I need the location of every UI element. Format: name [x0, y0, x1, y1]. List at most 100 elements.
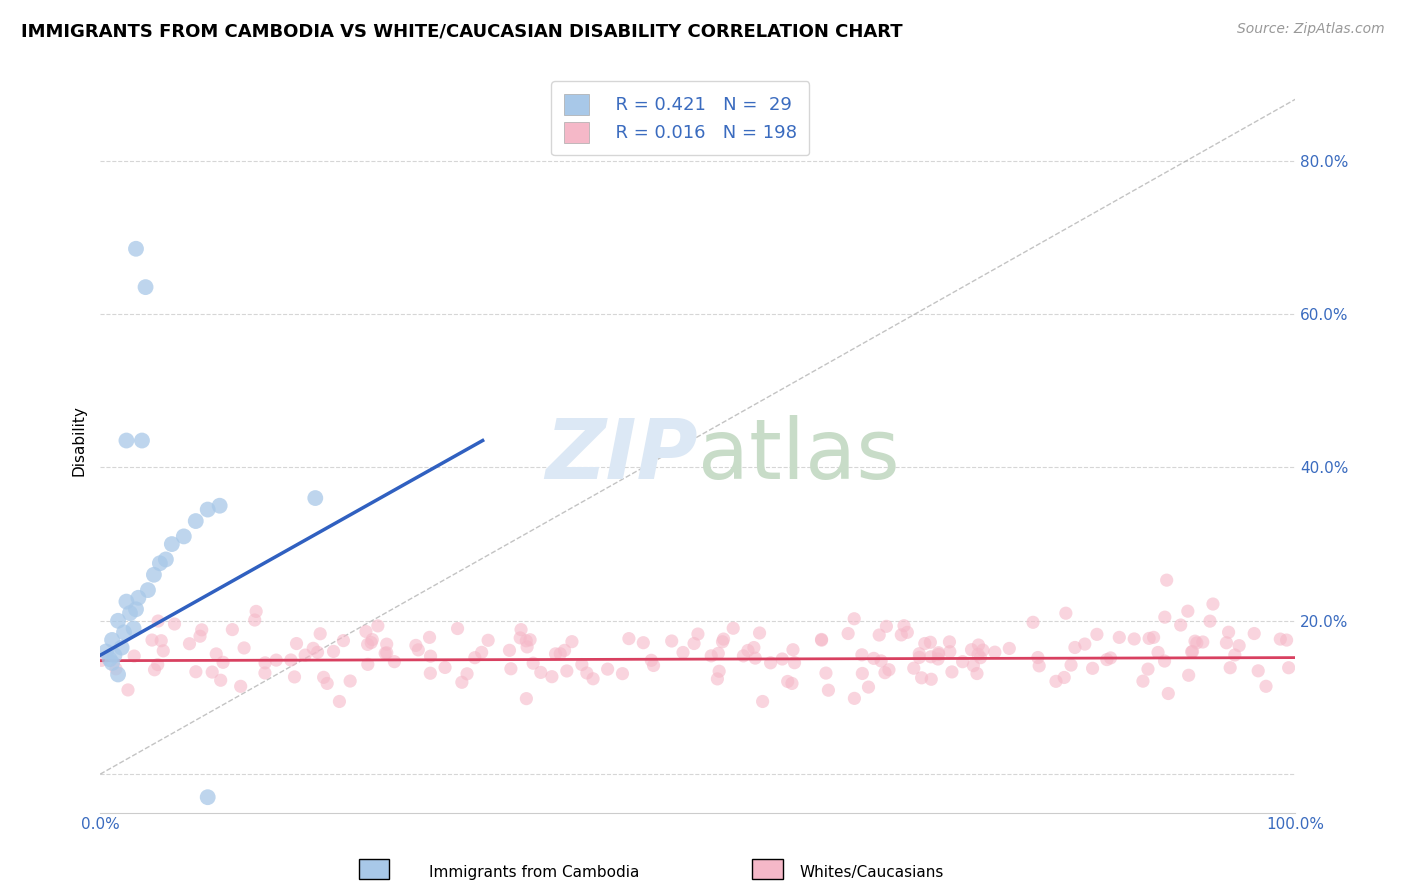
Point [316, 676, 339, 690]
Point [1054, 606, 1077, 620]
Point [510, 623, 533, 637]
Point [1026, 650, 1049, 665]
Point [844, 612, 866, 626]
Point [446, 622, 468, 636]
Point [184, 514, 207, 528]
Point [914, 636, 936, 650]
Point [375, 637, 398, 651]
Point [283, 670, 305, 684]
Point [751, 694, 773, 708]
Point [713, 632, 735, 646]
Point [101, 656, 124, 670]
Text: ZIP: ZIP [546, 415, 697, 496]
Text: Source: ZipAtlas.com: Source: ZipAtlas.com [1237, 22, 1385, 37]
Point [135, 280, 157, 294]
Point [1218, 625, 1240, 640]
Point [367, 619, 389, 633]
Point [188, 629, 211, 643]
Point [862, 651, 884, 665]
Point [375, 646, 398, 660]
Point [190, 623, 212, 637]
Point [408, 643, 430, 657]
Point [243, 613, 266, 627]
Point [522, 657, 544, 671]
Point [221, 623, 243, 637]
Point [1184, 634, 1206, 648]
Point [1045, 674, 1067, 689]
Point [104, 662, 127, 676]
Point [972, 643, 994, 657]
Point [149, 556, 172, 570]
Point [115, 434, 138, 448]
Point [419, 666, 441, 681]
Point [112, 625, 135, 640]
Point [998, 641, 1021, 656]
Point [142, 567, 165, 582]
Point [294, 648, 316, 662]
Point [1123, 632, 1146, 646]
Point [197, 790, 219, 805]
Point [302, 641, 325, 656]
Point [127, 591, 149, 605]
Point [1156, 573, 1178, 587]
Point [233, 640, 256, 655]
Point [1064, 640, 1087, 655]
Point [360, 635, 382, 649]
Point [571, 657, 593, 672]
Point [357, 657, 380, 672]
Point [967, 638, 990, 652]
Point [814, 666, 837, 681]
Point [851, 666, 873, 681]
Point [419, 649, 441, 664]
Point [920, 649, 942, 664]
Point [928, 648, 950, 662]
Point [742, 640, 765, 655]
Point [952, 655, 974, 669]
Point [1153, 610, 1175, 624]
Point [152, 644, 174, 658]
Point [1215, 636, 1237, 650]
Point [519, 632, 541, 647]
Point [780, 676, 803, 690]
Point [1153, 654, 1175, 668]
Text: Whites/Caucasians: Whites/Caucasians [800, 865, 943, 880]
Point [877, 663, 900, 677]
Point [782, 642, 804, 657]
Point [875, 619, 897, 633]
Y-axis label: Disability: Disability [72, 405, 86, 476]
Point [858, 680, 880, 694]
Point [450, 675, 472, 690]
Point [686, 627, 709, 641]
Point [962, 658, 984, 673]
Point [582, 672, 605, 686]
Point [617, 632, 640, 646]
Point [1177, 668, 1199, 682]
Point [1085, 627, 1108, 641]
Point [707, 665, 730, 679]
Point [706, 672, 728, 686]
Point [131, 434, 153, 448]
Point [1136, 662, 1159, 676]
Point [209, 673, 232, 688]
Point [1227, 639, 1250, 653]
Point [1219, 661, 1241, 675]
Point [683, 636, 706, 650]
Point [1074, 637, 1097, 651]
Point [285, 636, 308, 650]
Point [1157, 686, 1180, 700]
Point [744, 651, 766, 665]
Point [700, 648, 723, 663]
Point [304, 491, 326, 505]
Point [418, 631, 440, 645]
Point [361, 632, 384, 647]
Point [312, 670, 335, 684]
Point [893, 618, 915, 632]
Point [328, 694, 350, 708]
Point [733, 648, 755, 663]
Point [1278, 661, 1301, 675]
Point [561, 634, 583, 648]
Point [851, 648, 873, 662]
Point [498, 643, 520, 657]
Point [927, 652, 949, 666]
Point [122, 622, 145, 636]
